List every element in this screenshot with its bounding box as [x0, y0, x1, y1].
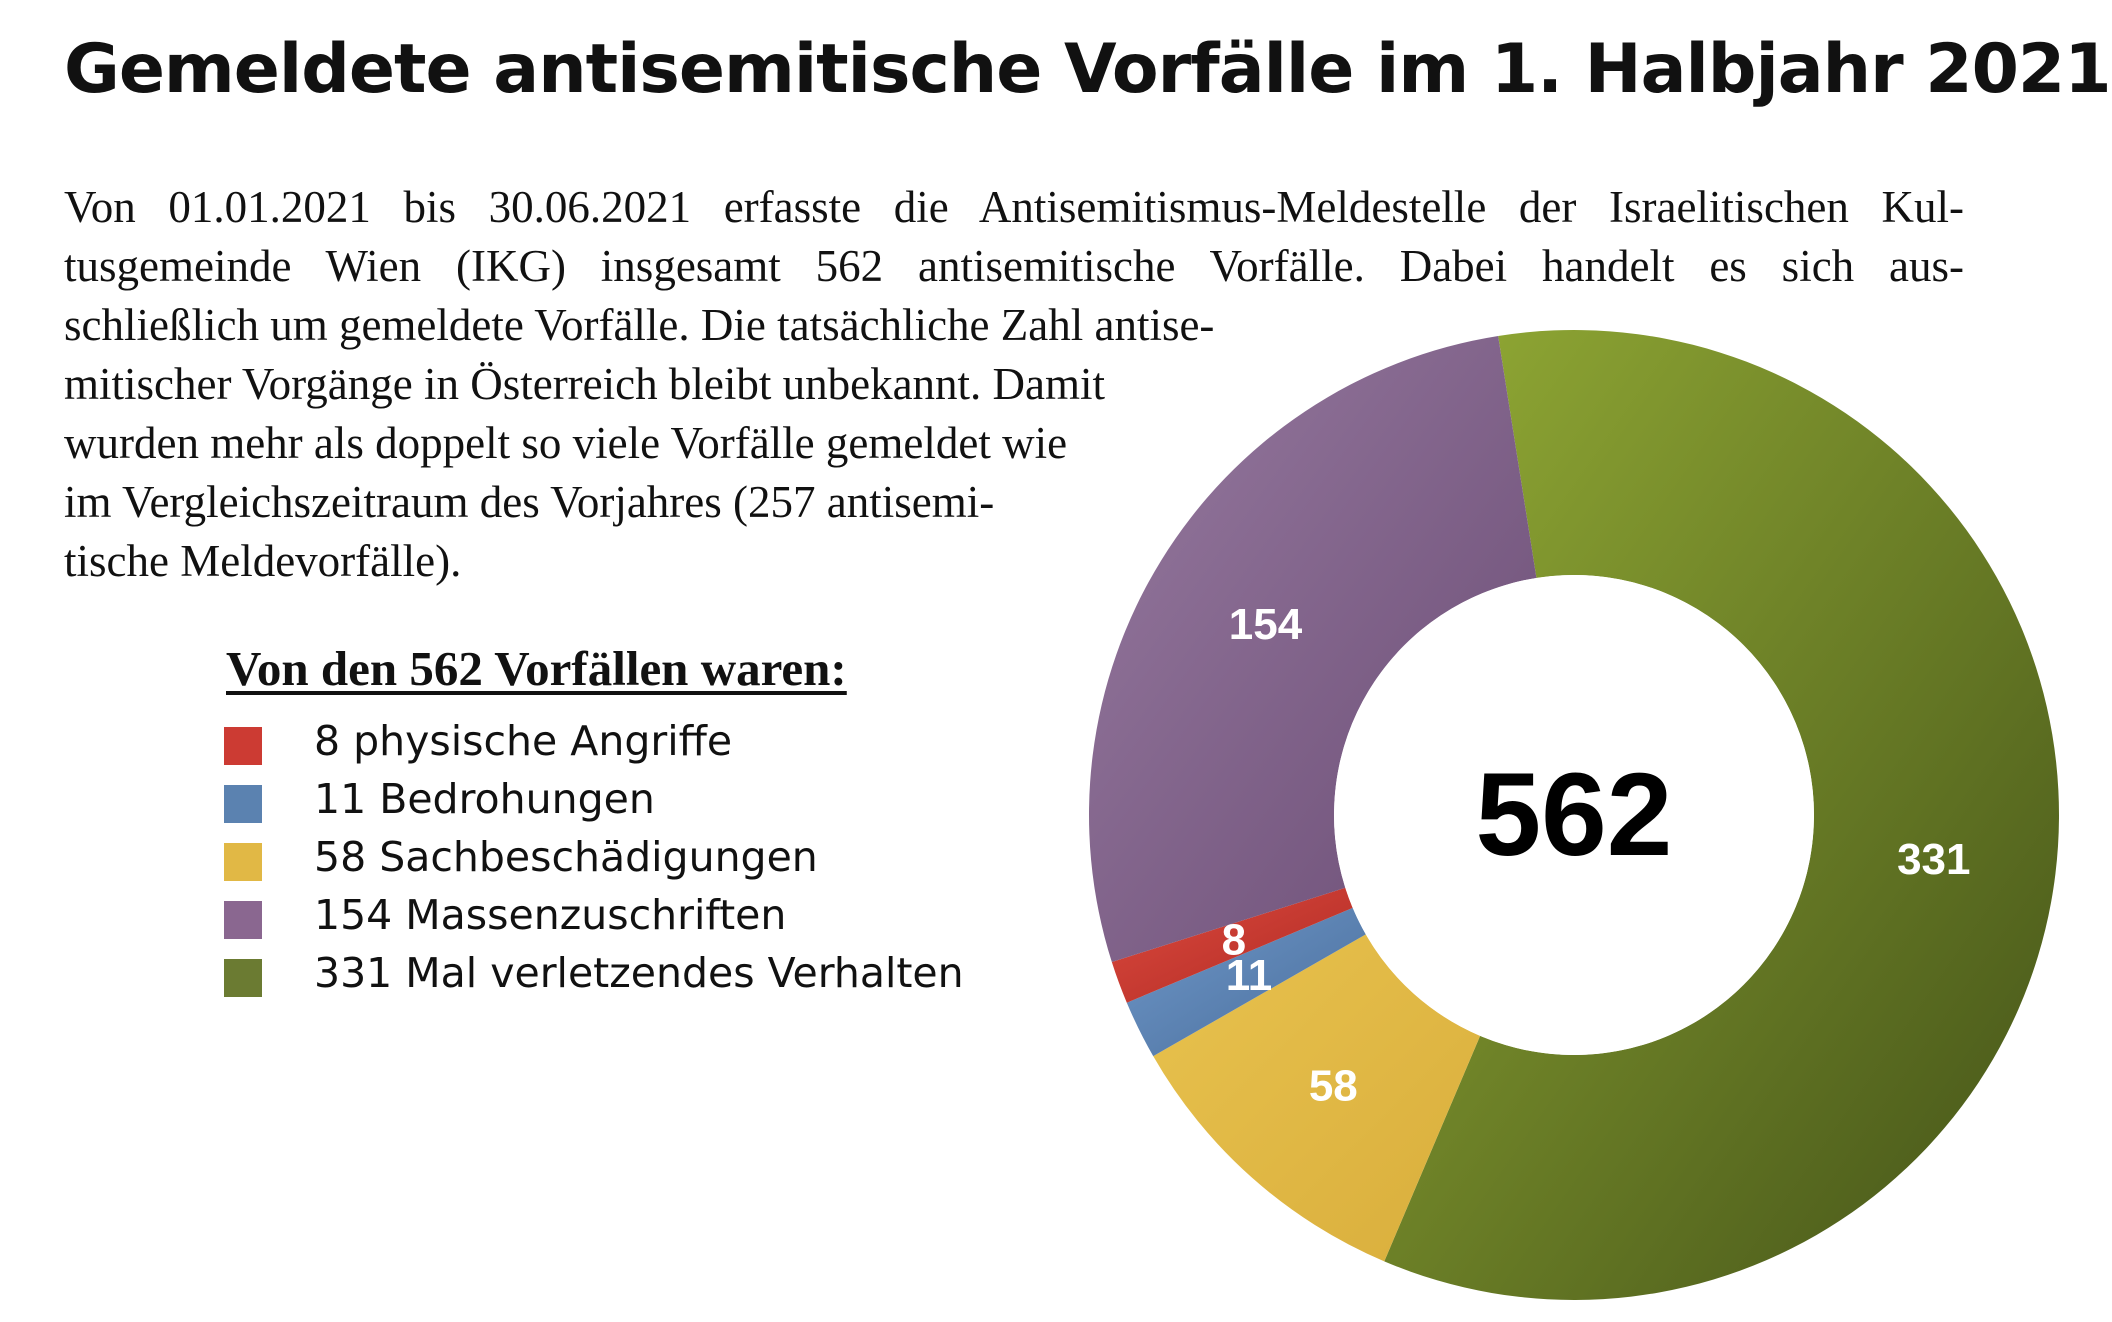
legend-title: Von den 562 Vorfällen waren:: [226, 641, 847, 696]
donut-slice-label: 11: [1226, 951, 1273, 1000]
legend-label: 11 Bedrohungen: [314, 775, 655, 823]
legend-swatch: [224, 843, 262, 881]
paragraph-line: tische Meldevorfälle).: [64, 536, 462, 586]
donut-slice: [1126, 907, 1366, 1057]
donut-slice: [1384, 330, 2060, 1301]
legend-label: 8 physische Angriffe: [314, 717, 733, 765]
legend-swatch: [224, 901, 262, 939]
donut-center-total: 562: [1476, 749, 1673, 881]
intro-paragraph: Von 01.01.2021 bis 30.06.2021 erfasste d…: [64, 178, 1964, 591]
paragraph-line: wurden mehr als doppelt so viele Vorfäll…: [64, 418, 1068, 468]
paragraph-line: im Vergleichszeitraum des Vorjahres (257…: [64, 477, 995, 527]
paragraph-line: tusgemeinde Wien (IKG) insgesamt 562 ant…: [64, 241, 1964, 291]
legend-swatch: [224, 785, 262, 823]
paragraph-line: Von 01.01.2021 bis 30.06.2021 erfasste d…: [64, 182, 1964, 232]
paragraph-line: mitischer Vorgänge in Österreich bleibt …: [64, 359, 1106, 409]
donut-slice: [1089, 335, 1537, 963]
legend-swatch: [224, 959, 262, 997]
legend-label: 331 Mal verletzendes Verhalten: [314, 949, 964, 997]
donut-slice-label: 58: [1309, 1062, 1358, 1111]
page-title: Gemeldete antisemitische Vorfälle im 1. …: [64, 30, 2112, 109]
donut-slice-label: 331: [1897, 835, 1970, 884]
donut-slice: [1153, 934, 1481, 1262]
donut-slice: [1111, 887, 1353, 1003]
donut-slice-label: 154: [1229, 600, 1303, 649]
legend-label: 154 Massenzuschriften: [314, 891, 787, 939]
legend-swatch: [224, 727, 262, 765]
legend-label: 58 Sachbeschädigungen: [314, 833, 818, 881]
donut-hole: [1334, 575, 1814, 1055]
donut-slice-label: 8: [1222, 916, 1246, 965]
paragraph-line: schließlich um gemeldete Vorfälle. Die t…: [64, 300, 1215, 350]
